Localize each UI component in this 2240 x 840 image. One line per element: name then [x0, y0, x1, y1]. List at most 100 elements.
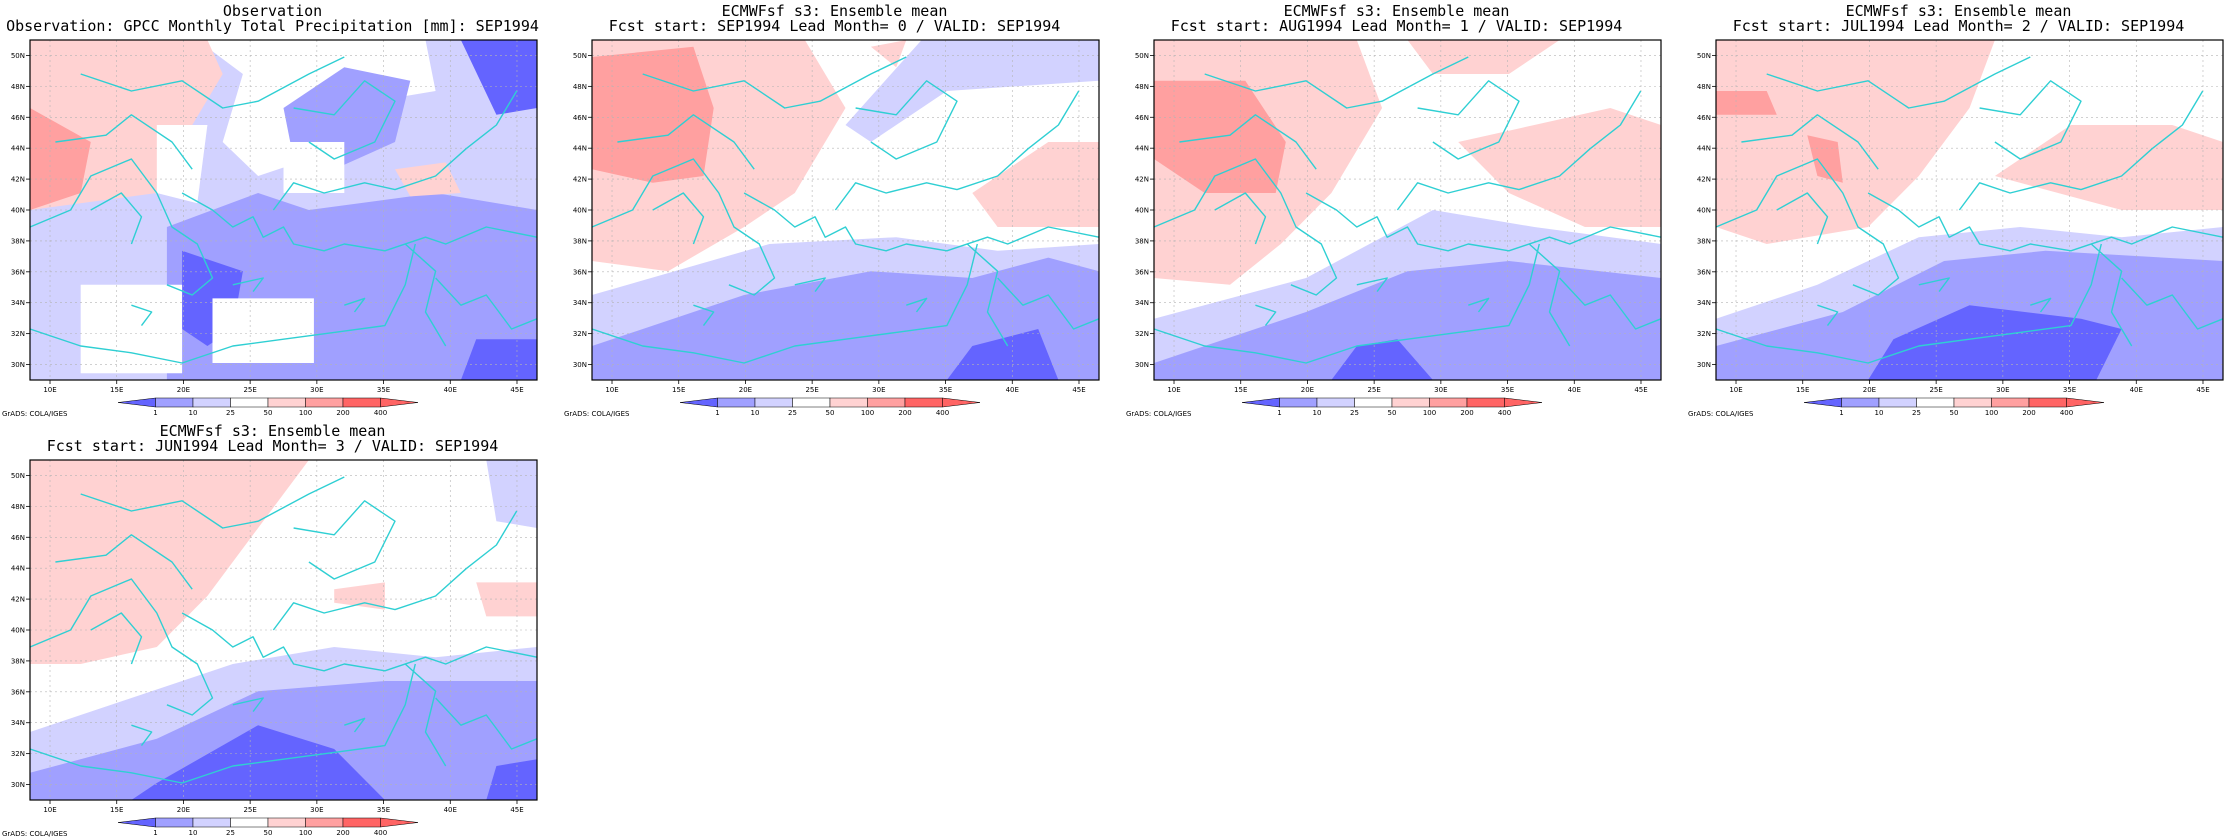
- precip-region-c5: [972, 142, 1099, 227]
- colorbar-arrow-high: [2066, 397, 2105, 408]
- coastline: [272, 510, 518, 631]
- colorbar-label: 100: [299, 409, 312, 417]
- lon-tick-label: 40E: [2130, 386, 2143, 394]
- coastline: [181, 612, 538, 672]
- precip-region-c1: [1331, 339, 1433, 380]
- panel-title: Observation: [222, 2, 323, 20]
- coastline: [591, 243, 978, 364]
- grads-credit: GrADS: COLA/IGES: [2, 830, 68, 838]
- lat-tick-label: 38N: [11, 237, 25, 245]
- colorbar-arrow-high: [380, 397, 419, 408]
- coastline: [2030, 297, 2052, 313]
- colorbar-arrow-high: [942, 397, 981, 408]
- lat-tick-label: 48N: [11, 503, 25, 511]
- lon-tick-label: 30E: [872, 386, 885, 394]
- lat-tick-label: 38N: [573, 237, 587, 245]
- lat-tick-label: 42N: [11, 596, 25, 604]
- colorbar-label: 100: [1423, 409, 1436, 417]
- colorbar-label: 400: [2060, 409, 2073, 417]
- lat-tick-label: 30N: [1697, 361, 1711, 369]
- precip-region-c5: [476, 582, 537, 617]
- lat-tick-label: 48N: [1697, 83, 1711, 91]
- lat-tick-label: 50N: [1697, 52, 1711, 60]
- coastline: [743, 192, 1100, 252]
- lon-tick-label: 45E: [1634, 386, 1647, 394]
- lat-tick-label: 40N: [11, 207, 25, 215]
- map-plot: 10E 15E 20E 25E 30E 35E 40E 45E 50N 48N 46N 44N 42N 4…: [11, 459, 538, 837]
- lat-tick-label: 48N: [1135, 83, 1149, 91]
- coastline: [435, 697, 538, 750]
- lat-tick-label: 34N: [1697, 299, 1711, 307]
- precip-region-c1: [460, 40, 537, 115]
- colorbar-swatch: [2028, 397, 2067, 408]
- lat-tick-label: 42N: [11, 176, 25, 184]
- colorbar-swatch: [155, 817, 194, 828]
- coastline: [435, 277, 538, 330]
- lat-tick-label: 30N: [11, 361, 25, 369]
- lon-tick-label: 20E: [177, 386, 190, 394]
- colorbar-swatch: [1466, 397, 1505, 408]
- coastline: [1918, 277, 1950, 293]
- colorbar-swatch: [342, 397, 381, 408]
- coastline: [1776, 192, 1829, 245]
- colorbar-swatch: [829, 397, 868, 408]
- lat-tick-label: 50N: [573, 52, 587, 60]
- lon-tick-label: 45E: [2196, 386, 2209, 394]
- precip-region-c1: [946, 329, 1059, 380]
- lat-tick-label: 42N: [573, 176, 587, 184]
- coastline: [1396, 90, 1642, 211]
- lon-tick-label: 30E: [1434, 386, 1447, 394]
- coastline: [90, 612, 143, 665]
- lat-tick-label: 42N: [1135, 176, 1149, 184]
- precip-region-c1: [460, 339, 537, 380]
- precip-region-c5: [30, 460, 309, 664]
- colorbar-label: 25: [1350, 409, 1359, 417]
- precip-region-c3: [486, 460, 537, 528]
- precip-region-c5: [1716, 40, 1995, 244]
- lat-tick-label: 46N: [11, 534, 25, 542]
- lat-tick-label: 36N: [1135, 268, 1149, 276]
- lat-tick-label: 46N: [573, 114, 587, 122]
- lat-tick-label: 34N: [11, 299, 25, 307]
- coastline: [1979, 80, 2082, 160]
- colorbar-label: 50: [826, 409, 835, 417]
- coastline: [344, 297, 366, 313]
- colorbar-swatch: [717, 397, 756, 408]
- lon-tick-label: 15E: [1796, 386, 1809, 394]
- panel-title: ECMWFsf s3: Ensemble mean: [721, 2, 948, 20]
- coastline: [1715, 158, 1900, 296]
- colorbar-swatch: [1991, 397, 2030, 408]
- colorbar-swatch: [754, 397, 793, 408]
- coastline: [293, 80, 396, 160]
- lat-tick-label: 40N: [1135, 207, 1149, 215]
- colorbar-swatch: [305, 817, 344, 828]
- lat-tick-label: 36N: [573, 268, 587, 276]
- colorbar-label: 10: [189, 409, 198, 417]
- colorbar-label: 50: [264, 409, 273, 417]
- coastline: [293, 500, 396, 580]
- coastline: [1867, 192, 2224, 252]
- lon-tick-label: 45E: [1072, 386, 1085, 394]
- colorbar-swatch: [1841, 397, 1880, 408]
- coastline: [642, 56, 907, 109]
- colorbar-label: 50: [1388, 409, 1397, 417]
- colorbar-label: 1: [1277, 409, 1281, 417]
- panel-subtitle: Fcst start: SEP1994 Lead Month= 0 / VALI…: [608, 17, 1061, 35]
- lon-tick-label: 35E: [1501, 386, 1514, 394]
- colorbar-label: 1: [1839, 409, 1843, 417]
- coastline: [1305, 192, 1662, 252]
- map-plot: 10E 15E 20E 25E 30E 35E 40E 45E 50N 48N 46N 44N 42N 4…: [573, 39, 1100, 417]
- precip-region-c1: [1868, 305, 2122, 380]
- colorbar-label: 400: [936, 409, 949, 417]
- coastline: [855, 80, 958, 160]
- lon-tick-label: 30E: [310, 386, 323, 394]
- coastline: [1528, 243, 1571, 347]
- colorbar-arrow-low: [1803, 397, 1842, 408]
- colorbar-swatch: [1279, 397, 1318, 408]
- precip-region-c6: [1716, 91, 1777, 115]
- precip-region-c5: [334, 582, 385, 610]
- colorbar-arrow-low: [679, 397, 718, 408]
- lon-tick-label: 25E: [243, 386, 256, 394]
- coastline: [404, 663, 447, 767]
- lat-tick-label: 34N: [11, 719, 25, 727]
